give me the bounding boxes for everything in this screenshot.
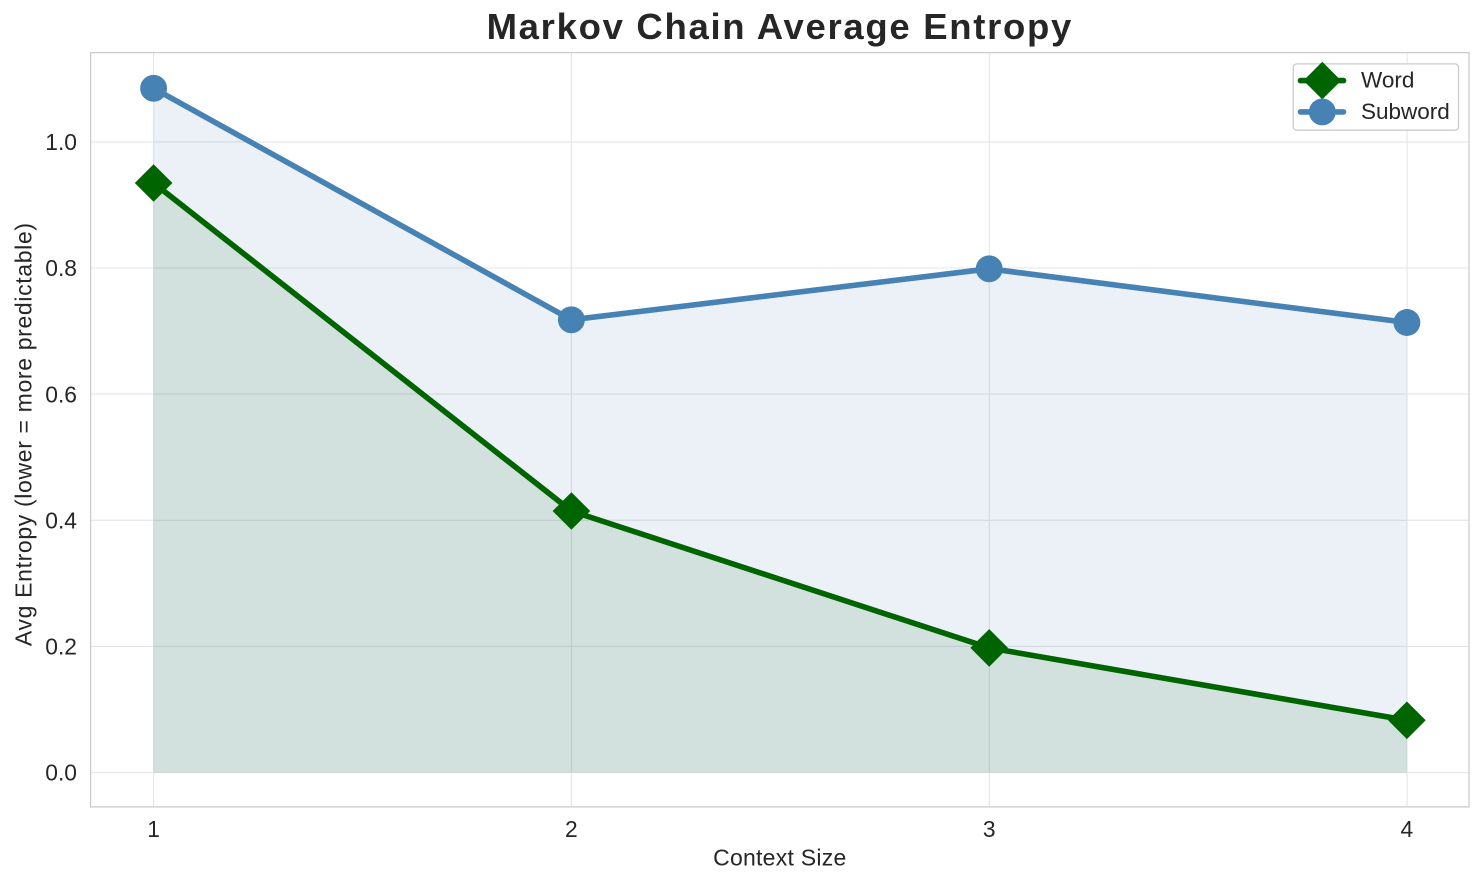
svg-text:3: 3 bbox=[983, 816, 996, 842]
svg-text:Markov Chain Average Entropy: Markov Chain Average Entropy bbox=[487, 6, 1073, 47]
svg-text:Avg Entropy (lower = more pred: Avg Entropy (lower = more predictable) bbox=[11, 222, 37, 646]
svg-text:2: 2 bbox=[565, 816, 578, 842]
svg-text:0.0: 0.0 bbox=[45, 760, 77, 786]
svg-text:4: 4 bbox=[1401, 816, 1414, 842]
svg-text:Subword: Subword bbox=[1361, 99, 1450, 124]
svg-text:0.6: 0.6 bbox=[45, 381, 77, 407]
svg-text:Context Size: Context Size bbox=[713, 845, 846, 871]
svg-text:1.0: 1.0 bbox=[45, 129, 77, 155]
svg-text:Word: Word bbox=[1361, 67, 1414, 92]
svg-text:1: 1 bbox=[147, 816, 160, 842]
svg-text:0.4: 0.4 bbox=[45, 508, 77, 534]
svg-text:0.2: 0.2 bbox=[45, 634, 77, 660]
svg-text:0.8: 0.8 bbox=[45, 255, 77, 281]
